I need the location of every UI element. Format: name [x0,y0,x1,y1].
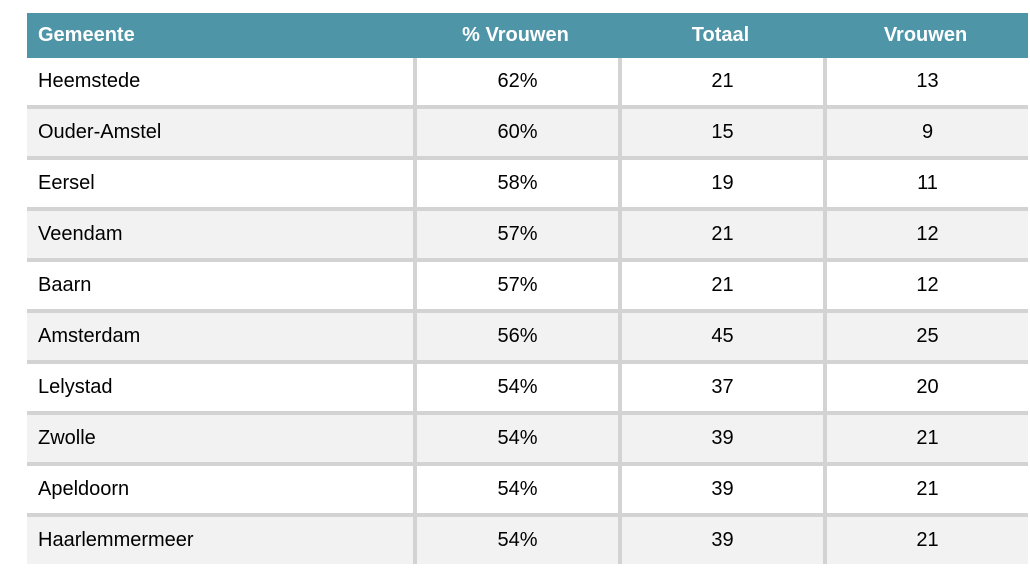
cell-pct-vrouwen: 54% [413,466,618,513]
cell-totaal: 21 [618,262,823,309]
cell-pct-vrouwen: 62% [413,58,618,105]
cell-vrouwen: 12 [823,262,1028,309]
table-row: Zwolle 54% 39 21 [27,411,1028,462]
table-row: Eersel 58% 19 11 [27,156,1028,207]
cell-totaal: 45 [618,313,823,360]
cell-pct-vrouwen: 54% [413,517,618,564]
cell-pct-vrouwen: 57% [413,262,618,309]
cell-pct-vrouwen: 54% [413,364,618,411]
cell-totaal: 21 [618,58,823,105]
table-row: Baarn 57% 21 12 [27,258,1028,309]
cell-pct-vrouwen: 58% [413,160,618,207]
cell-pct-vrouwen: 54% [413,415,618,462]
cell-gemeente: Heemstede [38,70,141,92]
cell-vrouwen: 13 [823,58,1028,105]
table-row: Haarlemmermeer 54% 39 21 [27,513,1028,564]
table-header-row: Gemeente % Vrouwen Totaal Vrouwen [27,13,1028,58]
header-cell-vrouwen: Vrouwen [883,24,968,46]
cell-gemeente: Lelystad [38,376,113,398]
cell-vrouwen: 11 [823,160,1028,207]
municipality-table: Gemeente % Vrouwen Totaal Vrouwen Heemst… [27,13,1028,564]
cell-gemeente: Baarn [38,274,92,296]
cell-gemeente: Amsterdam [38,325,141,347]
cell-pct-vrouwen: 57% [413,211,618,258]
cell-vrouwen: 25 [823,313,1028,360]
cell-gemeente: Haarlemmermeer [38,529,194,551]
cell-gemeente: Ouder-Amstel [38,121,162,143]
cell-vrouwen: 21 [823,517,1028,564]
table-row: Heemstede 62% 21 13 [27,58,1028,105]
cell-vrouwen: 21 [823,466,1028,513]
cell-vrouwen: 20 [823,364,1028,411]
header-cell-pct-vrouwen: % Vrouwen [462,24,569,46]
cell-totaal: 15 [618,109,823,156]
cell-vrouwen: 21 [823,415,1028,462]
cell-totaal: 39 [618,517,823,564]
cell-gemeente: Apeldoorn [38,478,130,500]
table-row: Amsterdam 56% 45 25 [27,309,1028,360]
cell-totaal: 21 [618,211,823,258]
cell-totaal: 37 [618,364,823,411]
cell-gemeente: Zwolle [38,427,96,449]
table-row: Veendam 57% 21 12 [27,207,1028,258]
table-row: Lelystad 54% 37 20 [27,360,1028,411]
header-cell-totaal: Totaal [691,24,750,46]
table-row: Apeldoorn 54% 39 21 [27,462,1028,513]
cell-totaal: 39 [618,415,823,462]
cell-vrouwen: 12 [823,211,1028,258]
header-cell-gemeente: Gemeente [38,24,135,46]
cell-gemeente: Veendam [38,223,123,245]
cell-totaal: 39 [618,466,823,513]
cell-pct-vrouwen: 56% [413,313,618,360]
cell-gemeente: Eersel [38,172,95,194]
cell-totaal: 19 [618,160,823,207]
cell-pct-vrouwen: 60% [413,109,618,156]
table-row: Ouder-Amstel 60% 15 9 [27,105,1028,156]
cell-vrouwen: 9 [823,109,1028,156]
